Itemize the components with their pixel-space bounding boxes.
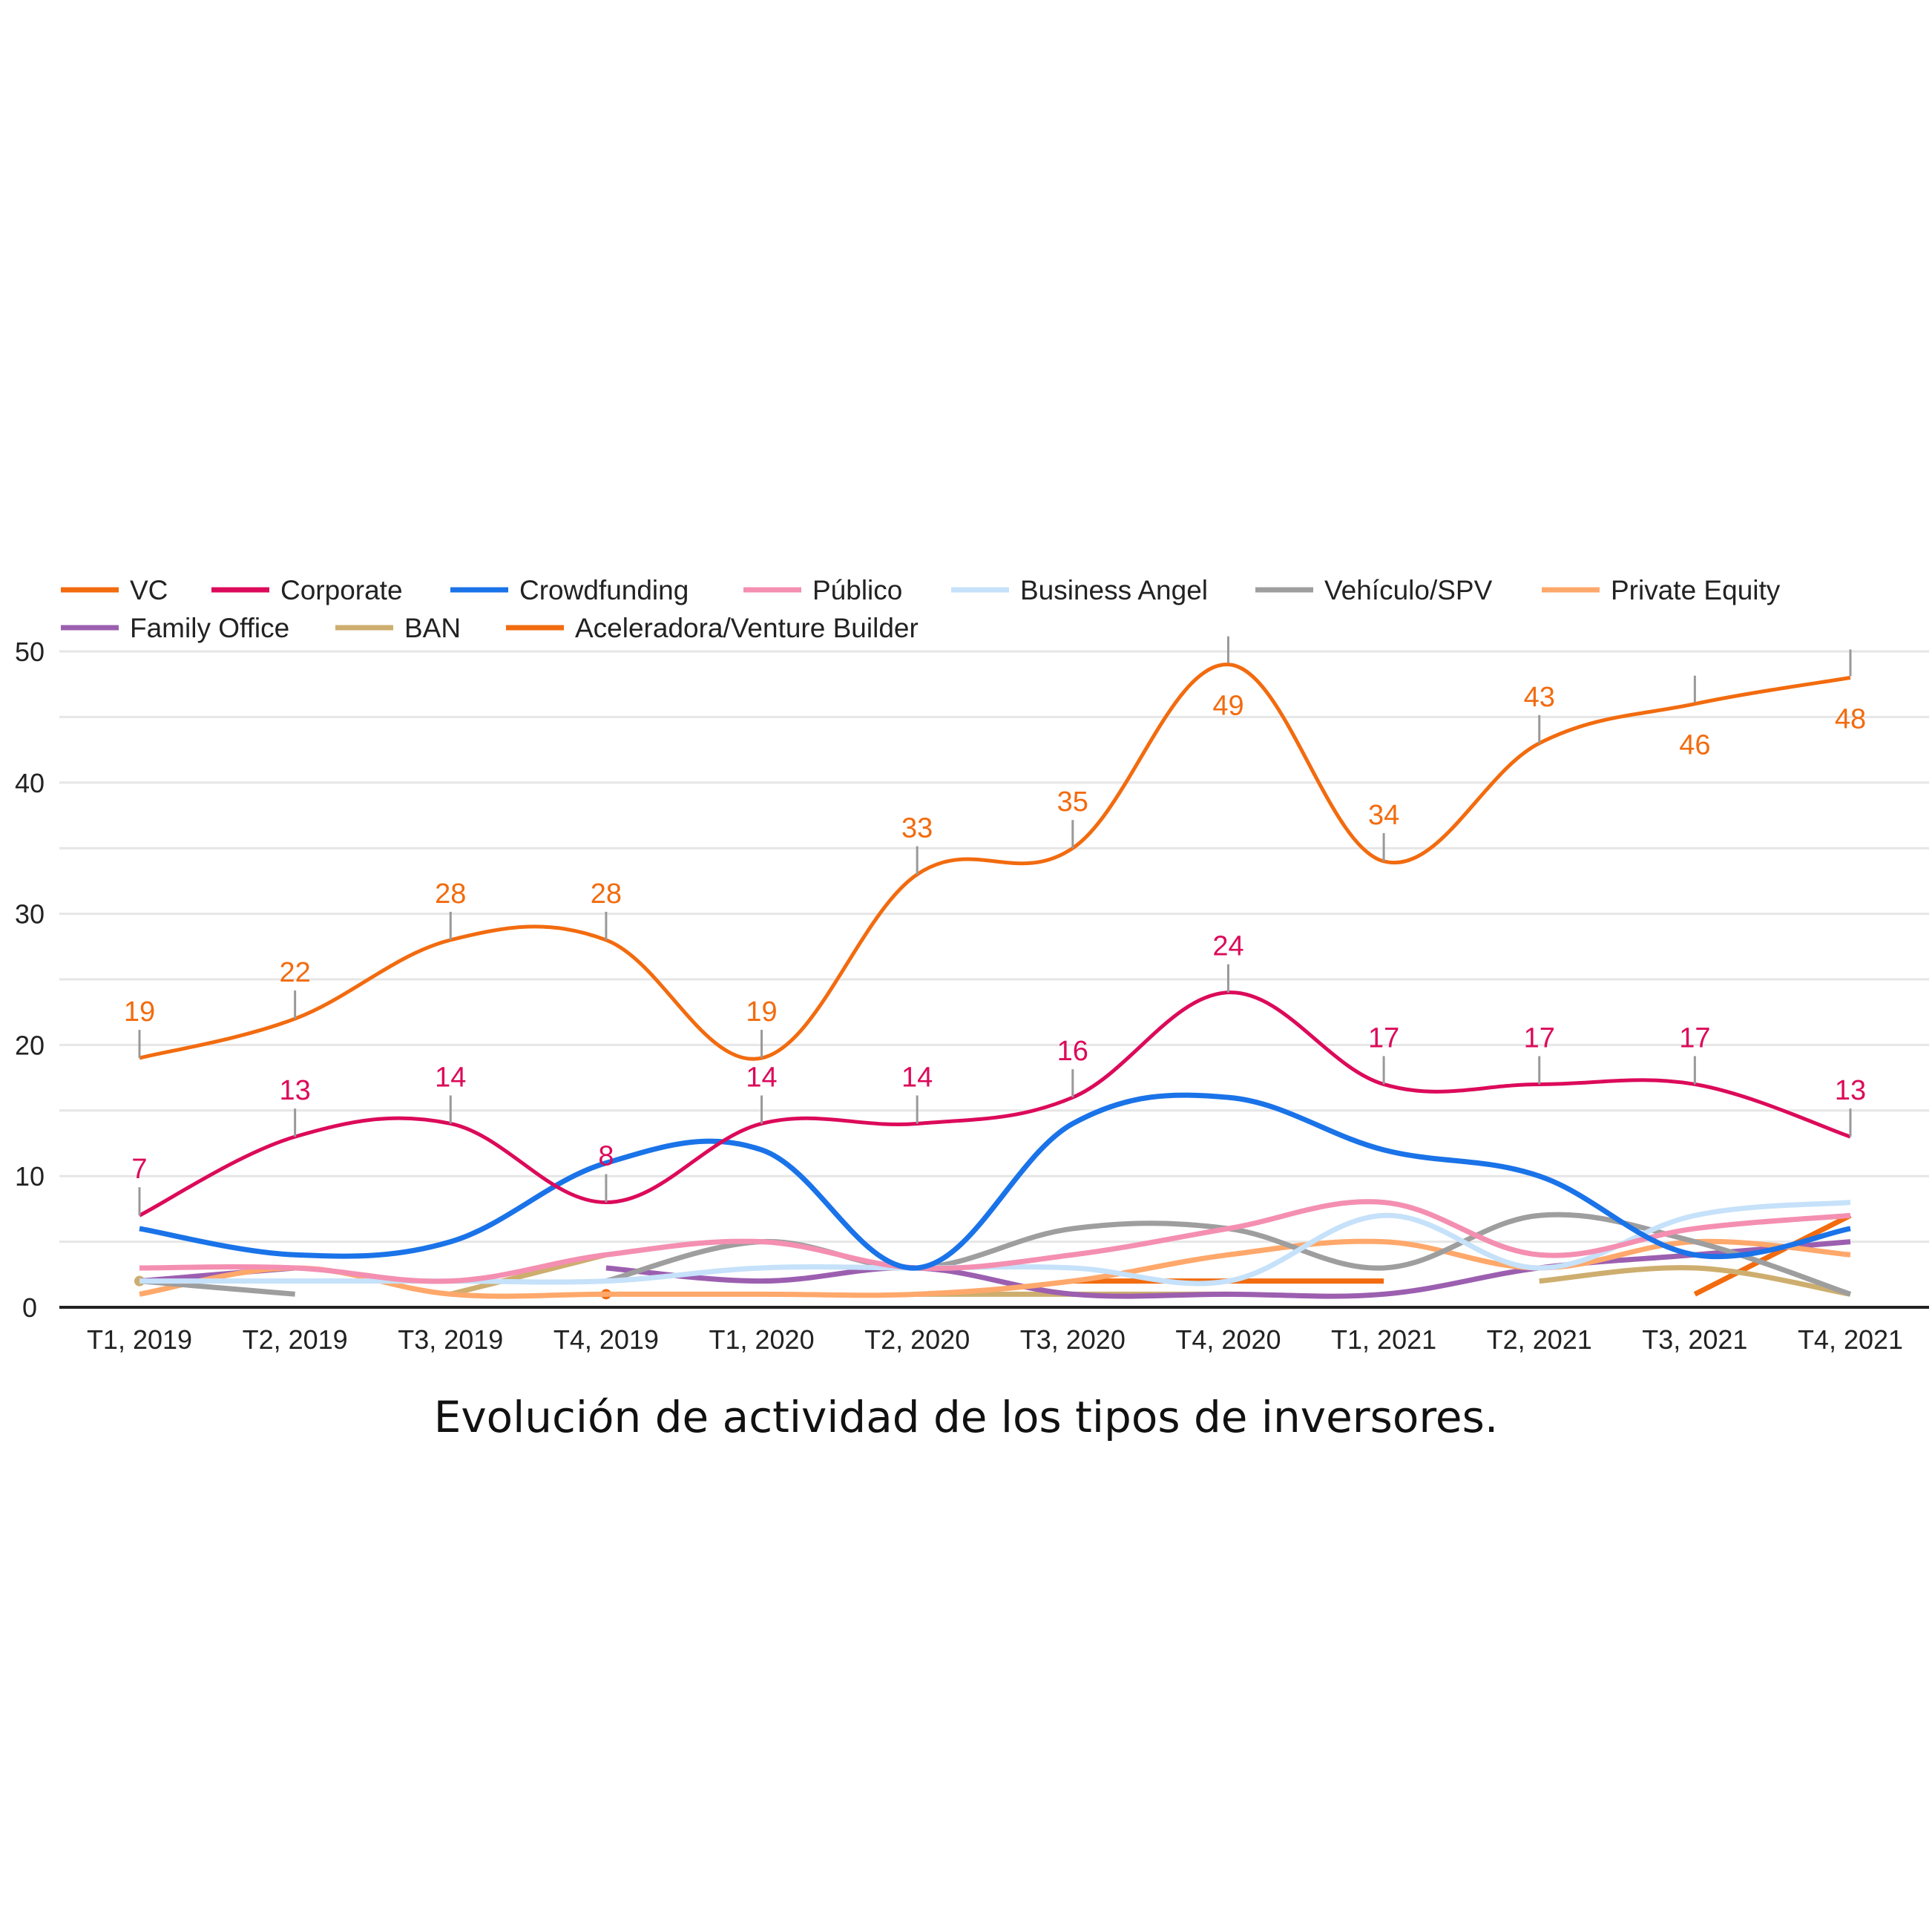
legend-label: Family Office bbox=[130, 613, 289, 643]
series-line bbox=[1693, 1213, 1852, 1297]
data-label: 17 bbox=[1679, 1022, 1710, 1054]
data-label: 35 bbox=[1057, 786, 1088, 818]
legend-label: VC bbox=[130, 575, 168, 605]
x-tick-label: T3, 2021 bbox=[1642, 1324, 1747, 1355]
x-tick-label: T4, 2019 bbox=[553, 1324, 659, 1355]
x-tick-label: T1, 2020 bbox=[709, 1324, 814, 1355]
series-line bbox=[138, 990, 1851, 1218]
series-line bbox=[1539, 1265, 1851, 1297]
data-label: 49 bbox=[1212, 691, 1243, 722]
series-line bbox=[605, 1239, 1851, 1299]
data-label: 13 bbox=[1835, 1075, 1866, 1106]
gridlines bbox=[59, 650, 1929, 1243]
data-label: 19 bbox=[746, 996, 777, 1028]
y-tick-label: 10 bbox=[15, 1161, 45, 1192]
y-tick-label: 30 bbox=[15, 899, 45, 930]
legend-label: Corporate bbox=[280, 575, 403, 605]
data-label: 33 bbox=[901, 813, 933, 844]
data-label: 8 bbox=[598, 1141, 614, 1172]
data-labels: 19 22 28 28 19 33 35 49 34 43 46 48 7 13 14 8 14 14 16 24 17… bbox=[124, 636, 1866, 1216]
data-label: 28 bbox=[435, 878, 466, 910]
x-tick-label: T2, 2021 bbox=[1487, 1324, 1592, 1355]
data-label: 28 bbox=[591, 878, 622, 910]
x-tick-label: T2, 2020 bbox=[864, 1324, 970, 1355]
legend: VC Corporate Crowdfunding Público Business A… bbox=[61, 575, 1781, 643]
chart-title: Evolución de actividad de los tipos de i… bbox=[434, 1392, 1499, 1442]
data-label: 19 bbox=[124, 996, 155, 1028]
x-tick-label: T2, 2019 bbox=[243, 1324, 348, 1355]
x-tick-label: T4, 2021 bbox=[1798, 1324, 1903, 1355]
x-tick-label: T1, 2021 bbox=[1331, 1324, 1436, 1355]
legend-label: Público bbox=[812, 575, 902, 605]
legend-label: Crowdfunding bbox=[519, 575, 689, 605]
data-label: 22 bbox=[279, 957, 310, 988]
data-label: 14 bbox=[435, 1062, 466, 1093]
series-line bbox=[139, 663, 1851, 1061]
x-tick-label: T1, 2019 bbox=[87, 1324, 192, 1355]
legend-label: Private Equity bbox=[1611, 575, 1781, 605]
data-label: 14 bbox=[746, 1062, 777, 1093]
data-label: 17 bbox=[1524, 1022, 1555, 1054]
legend-label: Aceleradora/Venture Builder bbox=[575, 613, 919, 643]
series-line bbox=[139, 1092, 1851, 1271]
x-tick-label: T4, 2020 bbox=[1175, 1324, 1281, 1355]
data-label: 7 bbox=[131, 1154, 147, 1185]
series-line bbox=[139, 1200, 1851, 1287]
data-label: 13 bbox=[279, 1075, 310, 1106]
data-label: 48 bbox=[1835, 703, 1866, 735]
y-tick-label: 20 bbox=[15, 1030, 45, 1060]
data-label: 43 bbox=[1524, 682, 1555, 713]
legend-label: BAN bbox=[404, 613, 461, 643]
x-tick-label: T3, 2020 bbox=[1020, 1324, 1126, 1355]
x-tick-label: T3, 2019 bbox=[398, 1324, 503, 1355]
axes: 0 10 20 30 40 50 T1, 2019 T2, 2019 T3, 2019 T4, 2… bbox=[15, 637, 1929, 1355]
data-label: 14 bbox=[901, 1062, 933, 1093]
series-line bbox=[139, 1199, 1851, 1284]
data-label: 17 bbox=[1368, 1022, 1399, 1054]
data-label: 46 bbox=[1679, 730, 1710, 761]
series-lines bbox=[134, 663, 1852, 1300]
y-tick-label: 40 bbox=[15, 768, 45, 798]
legend-label: Business Angel bbox=[1020, 575, 1208, 605]
y-tick-label: 0 bbox=[22, 1292, 37, 1323]
y-tick-label: 50 bbox=[15, 637, 45, 667]
data-label: 24 bbox=[1212, 931, 1243, 962]
data-label: 34 bbox=[1368, 800, 1399, 831]
data-label: 16 bbox=[1057, 1036, 1088, 1067]
legend-label: Vehículo/SPV bbox=[1324, 575, 1493, 605]
